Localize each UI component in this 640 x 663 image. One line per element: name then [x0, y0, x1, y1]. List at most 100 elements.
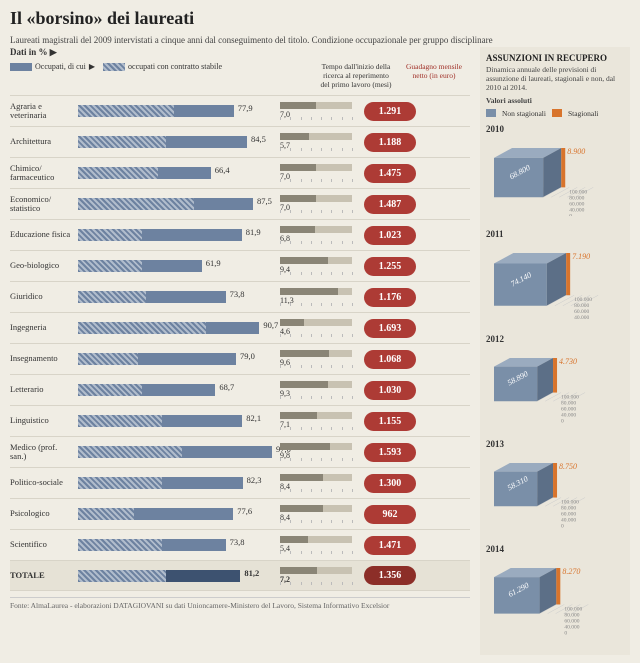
bar-cell: 79,0 [78, 352, 278, 366]
salary-cell: 1.030 [354, 381, 426, 400]
bar-cell: 61,9 [78, 259, 278, 273]
row-label: Medico (prof. san.) [10, 443, 78, 462]
cube-block: 2010 68.800 8.900 100.00080.00060.00040.… [486, 124, 624, 219]
bar-cell: 81,9 [78, 228, 278, 242]
tempo-cell: 7,0 [278, 102, 354, 120]
table-row: Scientifico73,85,41.471 [10, 529, 470, 560]
cubes-container: 2010 68.800 8.900 100.00080.00060.00040.… [486, 124, 624, 639]
table-row: Economico/ statistico87,57,01.487 [10, 188, 470, 219]
bar-cell: 81,2 [78, 569, 278, 583]
svg-text:4.730: 4.730 [559, 357, 577, 366]
bar-cell: 90,7 [78, 321, 278, 335]
bar-cell: 77,9 [78, 104, 278, 118]
right-panel: ASSUNZIONI IN RECUPERO Dinamica annuale … [480, 47, 630, 655]
tempo-cell: 9,4 [278, 257, 354, 275]
svg-text:8.750: 8.750 [559, 462, 577, 471]
svg-text:0: 0 [569, 213, 572, 216]
right-sub: Dinamica annuale delle previsioni di ass… [486, 65, 624, 92]
row-label: Politico-sociale [10, 478, 78, 487]
bar-cell: 82,1 [78, 414, 278, 428]
table-row: Ingegneria90,74,61.693 [10, 312, 470, 343]
row-label: Economico/ statistico [10, 195, 78, 214]
salary-cell: 1.487 [354, 195, 426, 214]
bar-cell: 66,4 [78, 166, 278, 180]
tempo-cell: 8,4 [278, 474, 354, 492]
row-label: Linguistico [10, 416, 78, 425]
salary-cell: 1.255 [354, 257, 426, 276]
legend-row: Occupati, di cui ▶ occupati con contratt… [10, 62, 470, 89]
tempo-cell: 7,1 [278, 412, 354, 430]
source-note: Fonte: AlmaLaurea - elaborazioni DATAGIO… [10, 597, 470, 610]
svg-text:7.190: 7.190 [572, 252, 590, 261]
table-row: Geo-biologico61,99,41.255 [10, 250, 470, 281]
col-header-salary: Guadagno mensile netto (in euro) [398, 62, 470, 89]
table-row: Agraria e veterinaria77,97,01.291 [10, 95, 470, 126]
row-label: Architettura [10, 137, 78, 146]
tempo-cell: 9,6 [278, 350, 354, 368]
row-label: Giuridico [10, 292, 78, 301]
row-label: Chimico/ farmaceutico [10, 164, 78, 183]
bar-cell: 87,5 [78, 197, 278, 211]
salary-cell: 1.023 [354, 226, 426, 245]
row-label: Agraria e veterinaria [10, 102, 78, 121]
right-valori: Valori assoluti [486, 96, 624, 105]
cube-block: 2012 58.890 4.730 100.00080.00060.00040.… [486, 334, 624, 429]
dati-label: Dati in % ▶ [10, 47, 470, 58]
table-row: Politico-sociale82,38,41.300 [10, 467, 470, 498]
bar-cell: 84,5 [78, 135, 278, 149]
tempo-cell: 7,0 [278, 195, 354, 213]
table-row: Architettura84,55,71.188 [10, 126, 470, 157]
table-row: Educazione fisica81,96,81.023 [10, 219, 470, 250]
page-title: Il «borsino» dei laureati [10, 8, 630, 29]
bar-cell: 73,8 [78, 538, 278, 552]
svg-text:8.270: 8.270 [562, 567, 580, 576]
legend-occupati: Occupati, di cui ▶ [10, 62, 95, 71]
row-label: Psicologico [10, 509, 78, 518]
right-legend: Non stagionali Stagionali [486, 109, 624, 118]
table-row: Chimico/ farmaceutico66,47,01.475 [10, 157, 470, 188]
tempo-cell: 11,3 [278, 288, 354, 306]
salary-cell: 1.475 [354, 164, 426, 183]
table-row: Giuridico73,811,31.176 [10, 281, 470, 312]
table-row: Psicologico77,68,4962 [10, 498, 470, 529]
salary-cell: 1.356 [354, 566, 426, 585]
row-label: Geo-biologico [10, 261, 78, 270]
rows-container: Agraria e veterinaria77,97,01.291Archite… [10, 95, 470, 591]
row-label: Ingegneria [10, 323, 78, 332]
row-label: Educazione fisica [10, 230, 78, 239]
bar-cell: 97,0 [78, 445, 278, 459]
tempo-cell: 5,4 [278, 536, 354, 554]
subtitle: Laureati magistrali del 2009 intervistat… [10, 35, 630, 45]
svg-text:40.000: 40.000 [574, 315, 589, 321]
row-label: TOTALE [10, 571, 78, 580]
bar-cell: 77,6 [78, 507, 278, 521]
legend-stabile: occupati con contratto stabile [103, 62, 222, 71]
tempo-cell: 9,3 [278, 381, 354, 399]
salary-cell: 1.188 [354, 133, 426, 152]
salary-cell: 1.291 [354, 102, 426, 121]
right-title: ASSUNZIONI IN RECUPERO [486, 53, 624, 63]
table-row: Letterario68,79,31.030 [10, 374, 470, 405]
row-label: Scientifico [10, 540, 78, 549]
salary-cell: 1.693 [354, 319, 426, 338]
svg-text:0: 0 [561, 524, 564, 530]
salary-cell: 1.068 [354, 350, 426, 369]
table-row: Insegnamento79,09,61.068 [10, 343, 470, 374]
svg-text:0: 0 [561, 419, 564, 425]
tempo-cell: 5,7 [278, 133, 354, 151]
cube-block: 2013 58.310 8.750 100.00080.00060.00040.… [486, 439, 624, 534]
row-total: TOTALE81,27,21.356 [10, 560, 470, 591]
svg-text:8.900: 8.900 [567, 147, 585, 156]
tempo-cell: 6,8 [278, 226, 354, 244]
svg-text:0: 0 [564, 630, 567, 636]
bar-cell: 68,7 [78, 383, 278, 397]
cube-block: 2014 61.290 8.270 100.00080.00060.00040.… [486, 544, 624, 639]
tempo-cell: 9,8 [278, 443, 354, 461]
col-header-tempo: Tempo dall'inizio della ricerca al reper… [320, 62, 392, 89]
salary-cell: 962 [354, 505, 426, 524]
table-row: Linguistico82,17,11.155 [10, 405, 470, 436]
bar-cell: 82,3 [78, 476, 278, 490]
row-label: Letterario [10, 385, 78, 394]
bar-cell: 73,8 [78, 290, 278, 304]
salary-cell: 1.471 [354, 536, 426, 555]
